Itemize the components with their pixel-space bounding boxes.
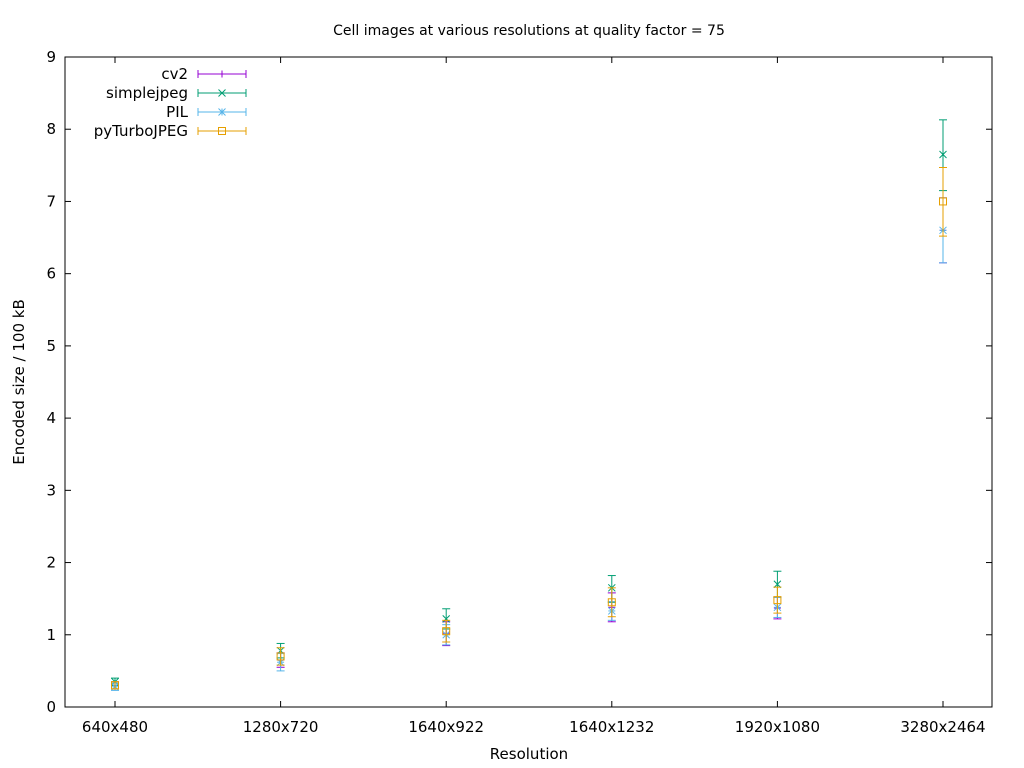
x-axis: 640x480 1280x720 1640x922 1640x1232 1920x108… — [82, 57, 986, 736]
error-bar — [276, 647, 285, 666]
error-bar — [607, 587, 616, 618]
x-tick-label: 3280x2464 — [900, 718, 985, 736]
y-axis: 0 1 2 3 4 5 6 7 8 9 — [46, 48, 992, 716]
legend-item: simplejpeg — [106, 84, 247, 102]
x-tick-label: 1640x922 — [408, 718, 484, 736]
data-point — [939, 197, 947, 206]
legend-marker — [218, 89, 226, 97]
y-tick-label: 9 — [46, 48, 56, 66]
data-point — [111, 681, 119, 690]
x-tick-label: 1920x1080 — [735, 718, 820, 736]
y-tick-label: 7 — [46, 192, 56, 210]
y-tick-label: 4 — [46, 409, 56, 427]
legend-marker — [218, 70, 226, 78]
legend-label: cv2 — [161, 65, 188, 83]
y-tick-label: 1 — [46, 626, 56, 644]
data-point — [442, 627, 451, 636]
y-tick-label: 8 — [46, 120, 56, 138]
error-bar — [939, 167, 947, 237]
y-axis-label: Encoded size / 100 kB — [10, 299, 28, 465]
legend-marker — [218, 127, 226, 135]
legend-marker — [218, 108, 226, 116]
legend-item: cv2 — [161, 65, 247, 83]
legend-label: simplejpeg — [106, 84, 188, 102]
y-tick-label: 2 — [46, 554, 56, 572]
data-point — [939, 150, 947, 159]
legend-item: pyTurboJPEG — [94, 122, 247, 140]
error-bar — [442, 619, 451, 643]
x-tick-label: 1280x720 — [243, 718, 319, 736]
legend-label: pyTurboJPEG — [94, 122, 188, 140]
data-point — [773, 580, 782, 589]
error-bar — [773, 586, 782, 614]
data-point — [442, 615, 451, 623]
data-point — [276, 652, 285, 661]
x-tick-label: 640x480 — [82, 718, 148, 736]
legend-label: PIL — [166, 103, 188, 121]
chart-title: Cell images at various resolutions at qu… — [333, 23, 725, 39]
y-tick-label: 3 — [46, 481, 56, 499]
x-tick-label: 1640x1232 — [569, 718, 654, 736]
data-point — [773, 596, 782, 605]
y-tick-label: 0 — [46, 698, 56, 716]
x-axis-label: Resolution — [490, 745, 568, 763]
y-tick-label: 5 — [46, 337, 56, 355]
plot-frame — [64, 56, 993, 708]
series-layer — [111, 119, 947, 691]
y-tick-label: 6 — [46, 265, 56, 283]
series-pyTurboJPEG — [111, 167, 947, 690]
legend-item: PIL — [166, 103, 247, 121]
data-point — [607, 598, 616, 607]
